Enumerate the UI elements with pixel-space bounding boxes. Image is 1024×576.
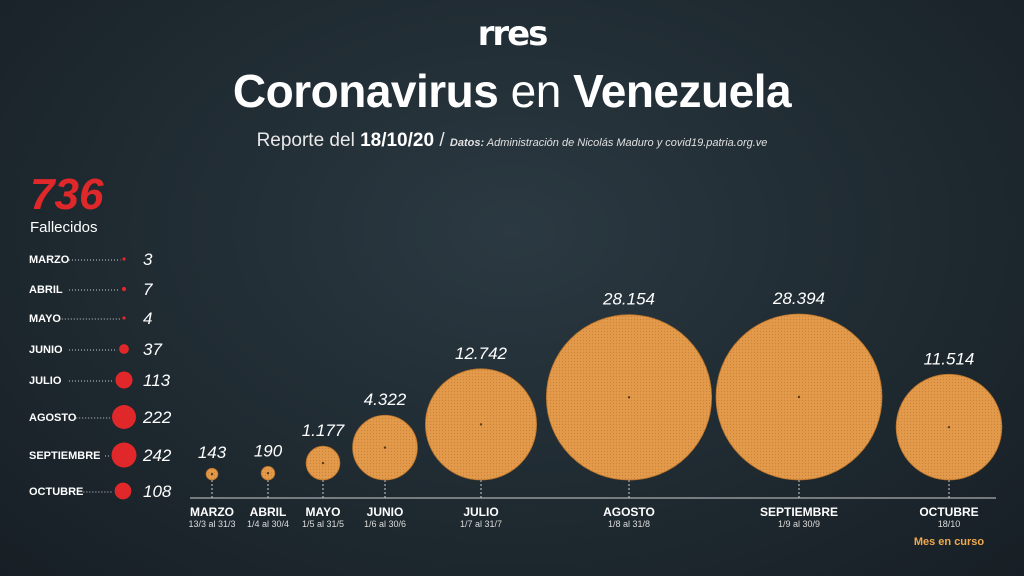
- bubble-center-dot: [947, 425, 951, 429]
- bubble-center-dot: [321, 461, 325, 465]
- data-source: Datos: Administración de Nicolás Maduro …: [450, 137, 768, 149]
- deaths-dot-julio: [115, 371, 133, 389]
- report-date: 18/10/20: [360, 130, 435, 151]
- data-source-text: Administración de Nicolás Maduro y covid…: [484, 137, 768, 149]
- date-range-label: 1/9 al 30/9: [778, 519, 820, 529]
- bubble-center-dot: [210, 472, 214, 476]
- cases-value-label: 12.742: [455, 344, 508, 363]
- deaths-label: Fallecidos: [30, 219, 98, 236]
- report-prefix: Reporte del: [256, 130, 361, 151]
- deaths-value-label: 7: [143, 280, 153, 299]
- deaths-dot-octubre: [114, 482, 132, 500]
- bubble-center-dot: [797, 395, 801, 399]
- deaths-dot-mayo: [122, 316, 126, 320]
- bubble-center-dot: [479, 423, 483, 426]
- cases-value-label: 11.514: [924, 349, 975, 368]
- deaths-total: 736: [30, 170, 104, 219]
- month-label: JUNIO: [367, 505, 404, 519]
- cases-value-label: 143: [198, 443, 227, 462]
- title-venezuela: Venezuela: [573, 65, 792, 117]
- bubble-center-dot: [383, 446, 387, 449]
- month-label: JULIO: [463, 505, 498, 519]
- cases-value-label: 190: [254, 441, 283, 460]
- deaths-dot-septiembre: [111, 442, 137, 468]
- logo-part-1: rr: [477, 14, 510, 54]
- logo-part-2: es: [507, 14, 548, 54]
- month-label: MAYO: [306, 505, 341, 519]
- date-range-label: 18/10: [938, 519, 961, 529]
- cases-value-label: 4.322: [364, 390, 407, 409]
- month-label: SEPTIEMBRE: [760, 505, 838, 519]
- date-range-label: 1/7 al 31/7: [460, 519, 502, 529]
- bubble-center-dot: [266, 472, 270, 475]
- brand-logo: rres: [0, 14, 1024, 54]
- cases-value-label: 28.154: [602, 290, 655, 309]
- deaths-dot-marzo: [122, 257, 126, 261]
- month-label: AGOSTO: [603, 505, 655, 519]
- title-en: en: [498, 65, 574, 117]
- deaths-by-month: MARZO 3 ABRIL 7 MAYO 4 JUNIO 37 JULIO 113 AGOSTO 22…: [29, 250, 172, 501]
- date-range-label: 1/6 al 30/6: [364, 519, 406, 529]
- deaths-value-label: 222: [142, 408, 172, 427]
- page-title: Coronavirus en Venezuela: [0, 64, 1024, 118]
- deaths-value-label: 37: [143, 340, 162, 359]
- current-month-note: Mes en curso: [914, 536, 985, 548]
- deaths-value-label: 4: [143, 309, 152, 328]
- month-label: MARZO: [190, 505, 234, 519]
- report-separator: /: [434, 130, 450, 151]
- deaths-value-label: 242: [142, 446, 172, 465]
- deaths-month-label: JUNIO: [29, 344, 63, 356]
- deaths-value-label: 3: [143, 250, 153, 269]
- deaths-month-label: MAYO: [29, 313, 61, 325]
- deaths-value-label: 113: [143, 371, 171, 390]
- deaths-dot-abril: [121, 286, 127, 292]
- cases-value-label: 1.177: [302, 421, 345, 440]
- month-label: OCTUBRE: [919, 505, 978, 519]
- deaths-month-label: OCTUBRE: [29, 486, 83, 498]
- bubble-center-dot: [627, 396, 631, 399]
- deaths-month-label: MARZO: [29, 254, 70, 266]
- date-range-label: 1/5 al 31/5: [302, 519, 344, 529]
- title-coronavirus: Coronavirus: [232, 65, 499, 117]
- deaths-month-label: AGOSTO: [29, 412, 77, 424]
- deaths-dot-agosto: [112, 405, 136, 429]
- date-range-label: 1/8 al 31/8: [608, 519, 650, 529]
- data-source-label: Datos:: [449, 137, 485, 149]
- report-subtitle: Reporte del 18/10/20 / Datos: Administra…: [0, 130, 1024, 152]
- date-range-label: 1/4 al 30/4: [247, 519, 289, 529]
- deaths-value-label: 108: [143, 482, 172, 501]
- deaths-month-label: JULIO: [29, 375, 62, 387]
- deaths-month-label: SEPTIEMBRE: [29, 450, 101, 462]
- deaths-dot-junio: [119, 344, 129, 354]
- deaths-month-label: ABRIL: [29, 284, 63, 296]
- cases-value-label: 28.394: [772, 289, 825, 308]
- date-range-label: 13/3 al 31/3: [188, 519, 235, 529]
- month-label: ABRIL: [250, 505, 287, 519]
